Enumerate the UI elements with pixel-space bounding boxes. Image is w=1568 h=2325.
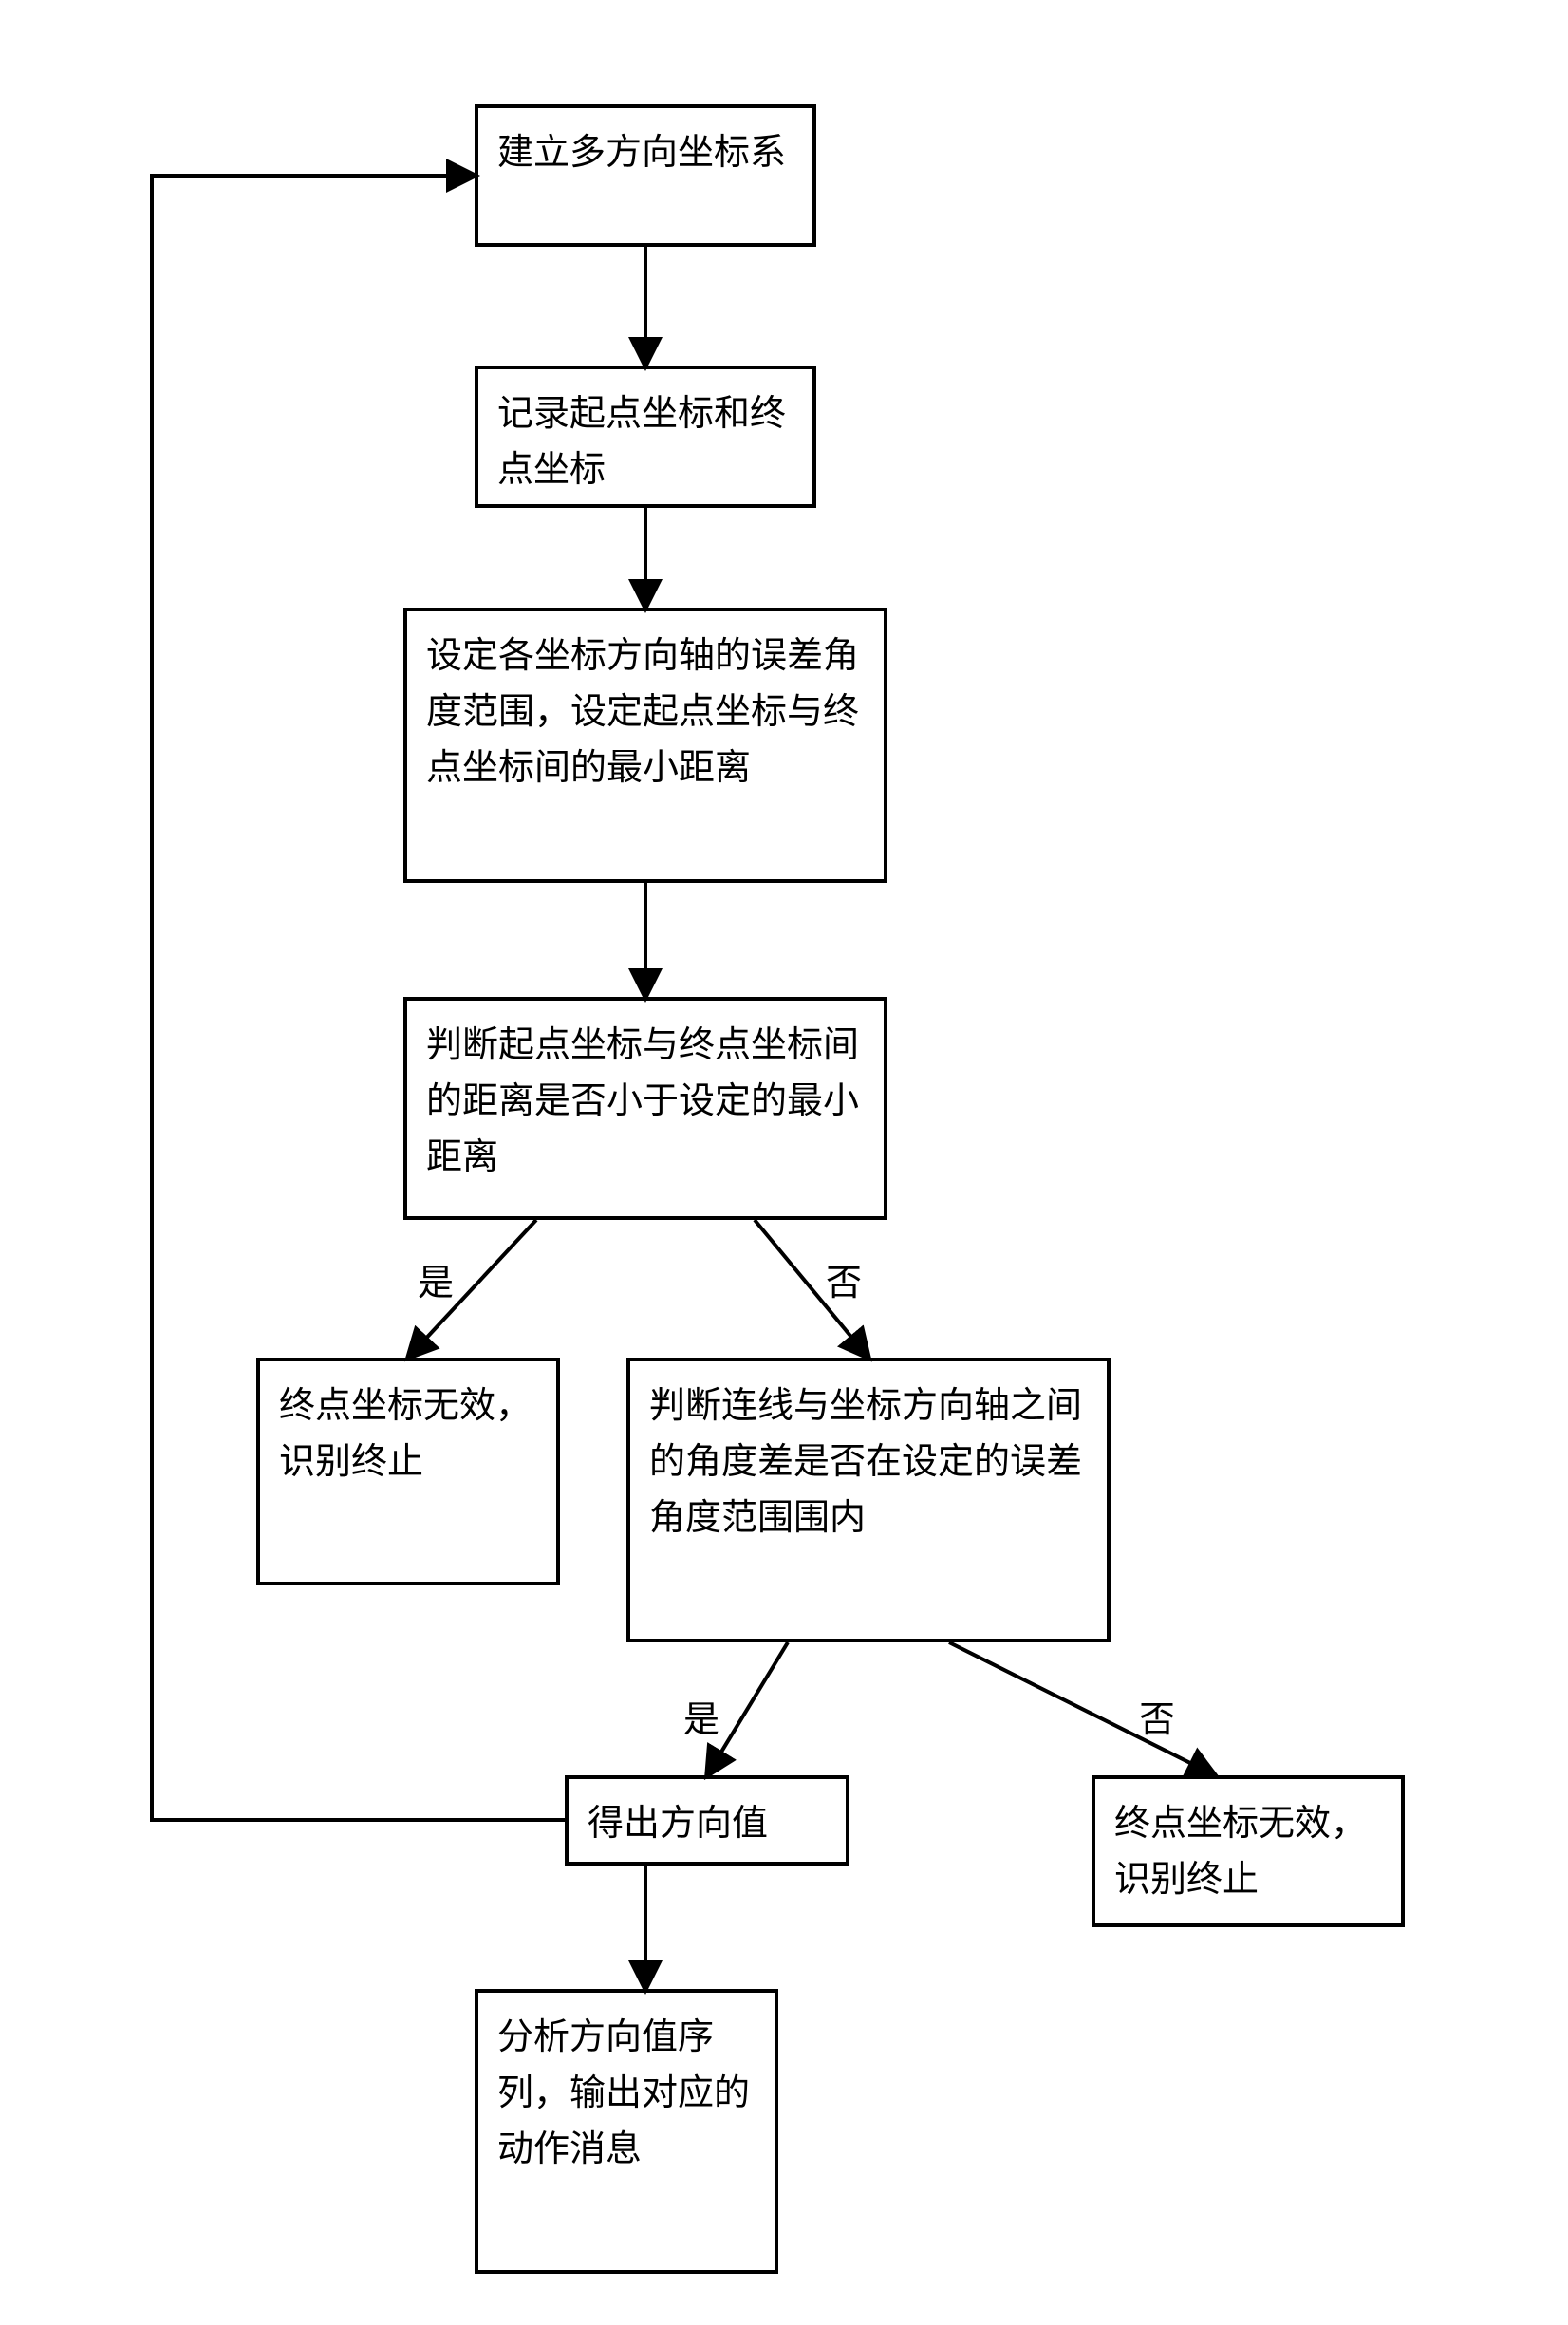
- flow-node-n5: 终点坐标无效，识别终止: [256, 1358, 560, 1585]
- flow-node-n1: 建立多方向坐标系: [475, 104, 816, 247]
- node-text: 建立多方向坐标系: [497, 133, 786, 173]
- edge-label-yes-1: 是: [418, 1253, 454, 1305]
- node-text: 终点坐标无效，识别终止: [1114, 1804, 1367, 1900]
- node-text: 记录起点坐标和终点坐标: [497, 394, 786, 490]
- node-text: 判断起点坐标与终点坐标间的距离是否小于设定的最小距离: [426, 1025, 859, 1177]
- flow-node-n4: 判断起点坐标与终点坐标间的距离是否小于设定的最小距离: [403, 997, 887, 1220]
- flow-node-n8: 终点坐标无效，识别终止: [1092, 1775, 1405, 1927]
- edge-label-no-2: 否: [1139, 1690, 1175, 1742]
- flow-node-n7: 得出方向值: [565, 1775, 849, 1866]
- node-text: 设定各坐标方向轴的误差角度范围，设定起点坐标与终点坐标间的最小距离: [426, 636, 859, 788]
- flow-node-n2: 记录起点坐标和终点坐标: [475, 366, 816, 508]
- flow-node-n6: 判断连线与坐标方向轴之间的角度差是否在设定的误差角度范围围内: [626, 1358, 1111, 1642]
- node-text: 判断连线与坐标方向轴之间的角度差是否在设定的误差角度范围围内: [649, 1386, 1082, 1538]
- flow-node-n3: 设定各坐标方向轴的误差角度范围，设定起点坐标与终点坐标间的最小距离: [403, 608, 887, 883]
- node-text: 分析方向值序列，输出对应的动作消息: [497, 2017, 750, 2169]
- flow-node-n9: 分析方向值序列，输出对应的动作消息: [475, 1989, 778, 2274]
- node-text: 终点坐标无效，识别终止: [279, 1386, 532, 1482]
- edge-label-no-1: 否: [826, 1253, 862, 1305]
- edge-label-yes-2: 是: [683, 1690, 719, 1742]
- node-text: 得出方向值: [588, 1804, 768, 1844]
